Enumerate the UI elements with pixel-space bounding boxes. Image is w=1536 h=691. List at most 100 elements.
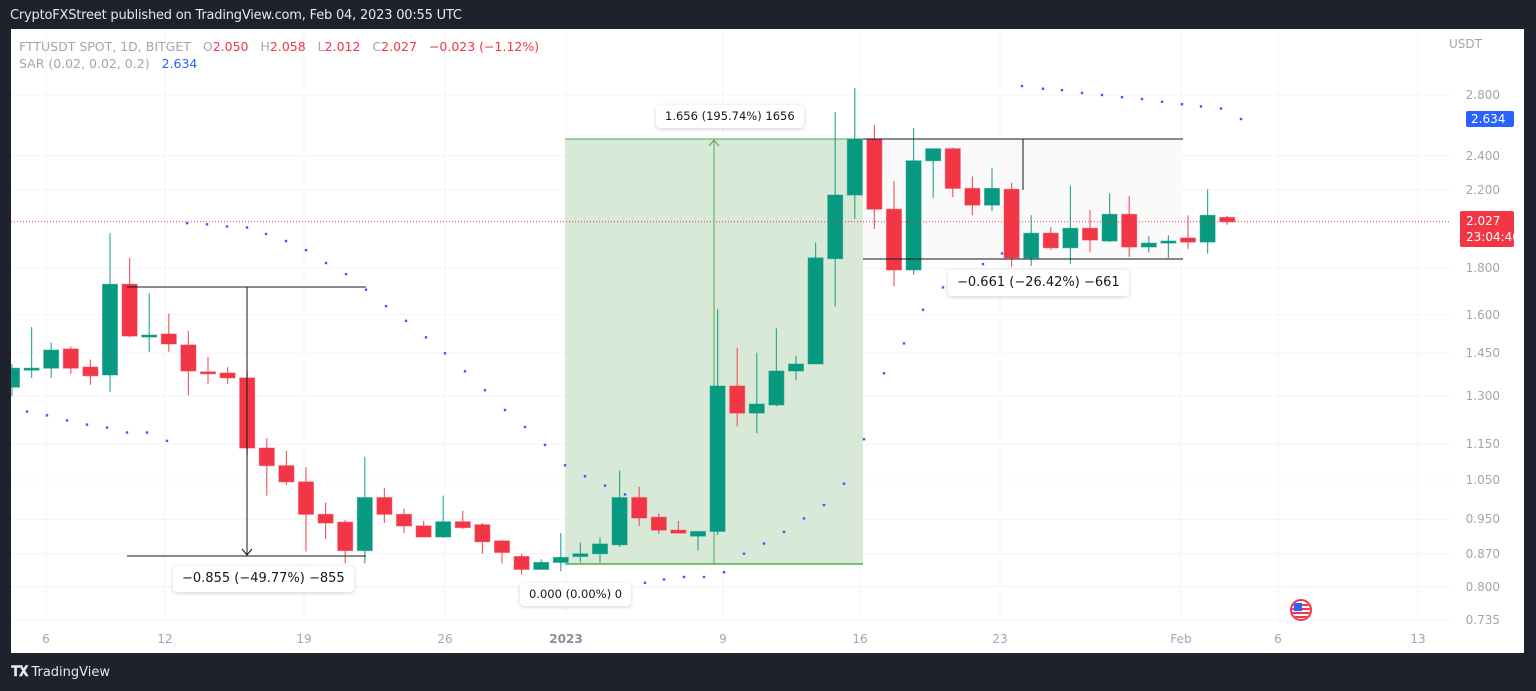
sar-dot [603, 484, 607, 487]
sar-dot [205, 223, 209, 226]
candle-body [1121, 213, 1138, 248]
time-tick-label: 26 [437, 632, 453, 646]
change-value: −0.023 (−1.12%) [428, 39, 540, 54]
candle-body [298, 481, 314, 515]
candle-body [1062, 227, 1079, 249]
sar-dot [822, 503, 826, 507]
sar-dot [1100, 93, 1104, 97]
candle-body [337, 521, 354, 552]
sar-dot [1041, 87, 1045, 90]
candle-body [944, 148, 961, 189]
candle-body [886, 208, 902, 271]
symbol-label[interactable]: FTTUSDT SPOT, 1D, BITGET [19, 39, 191, 54]
sar-dot [941, 286, 945, 289]
candle-body [964, 187, 981, 206]
close-label: C [372, 39, 382, 54]
sar-dot [324, 261, 328, 265]
sar-dot [1060, 88, 1064, 92]
candle-body [650, 516, 667, 531]
sar-dot [1219, 107, 1223, 110]
indicator-label[interactable]: SAR (0.02, 0.02, 0.2) [19, 56, 150, 71]
footer-brand[interactable]: TradingView [31, 664, 111, 680]
sar-dot [1140, 97, 1144, 101]
sar-dot [264, 232, 268, 236]
measure-label-drop-1[interactable]: −0.855 (−49.77%) −855 [173, 566, 354, 592]
sar-dot [682, 575, 686, 579]
sar-dot [662, 578, 666, 581]
sar-dot [225, 225, 229, 228]
candle-body [317, 513, 334, 524]
candlestick-chart[interactable] [11, 29, 1524, 653]
last-price-tag: 2.027 23:04:46 [1460, 211, 1520, 247]
chart-panel[interactable]: FTTUSDT SPOT, 1D, BITGET O2.050 H2.058 L… [11, 29, 1524, 653]
candle-body [160, 333, 177, 345]
candle-body [1199, 214, 1216, 243]
candle-body [827, 194, 844, 260]
sar-price-tag: 2.634 [1466, 111, 1514, 127]
candle-body [631, 497, 648, 519]
published-header: CryptoFXStreet published on TradingView.… [10, 8, 462, 23]
last-price-value: 2.027 [1466, 214, 1501, 228]
candle-body [552, 556, 569, 563]
low-value: 2.012 [324, 39, 361, 54]
price-axis-unit[interactable]: USDT [1449, 37, 1482, 51]
sar-dot [623, 493, 627, 496]
candle-body [1042, 232, 1059, 249]
candle-body [356, 497, 373, 552]
candle-body [1180, 237, 1196, 243]
candle-body [219, 372, 236, 379]
sar-dot [25, 410, 29, 413]
candle-body [180, 344, 197, 372]
chart-legend: FTTUSDT SPOT, 1D, BITGET O2.050 H2.058 L… [19, 38, 539, 72]
candle-body [454, 521, 471, 529]
sar-dot [364, 288, 368, 291]
bar-countdown: 23:04:46 [1466, 230, 1520, 244]
measure-label-flat[interactable]: 0.000 (0.00%) 0 [520, 583, 632, 606]
price-tick-label: 2.800 [1465, 88, 1500, 102]
indicator-row: SAR (0.02, 0.02, 0.2) 2.634 [19, 55, 539, 72]
sar-dot [1199, 105, 1203, 108]
sar-dot [45, 414, 49, 417]
price-tick-label: 0.735 [1465, 612, 1500, 627]
sar-dot [125, 431, 129, 434]
price-tick-label: 2.200 [1465, 182, 1500, 197]
candle-body [729, 385, 746, 414]
price-tick-label: 1.300 [1465, 389, 1500, 404]
close-value: 2.027 [381, 39, 417, 54]
us-flag-event-icon[interactable] [1290, 599, 1312, 621]
candle-body [846, 138, 863, 196]
sar-dot [543, 443, 547, 447]
footer: 𝐓𝐗 TradingView [11, 664, 110, 680]
candle-body [200, 371, 216, 375]
sar-dot [523, 425, 527, 429]
indicator-value: 2.634 [161, 56, 198, 71]
price-tick-label: 1.450 [1465, 346, 1500, 361]
measure-label-drop-2[interactable]: −0.661 (−26.42%) −661 [948, 270, 1129, 296]
tradingview-logo-icon[interactable]: 𝐓𝐗 [11, 664, 28, 680]
measure-label-rise[interactable]: 1.656 (195.74%) 1656 [656, 105, 804, 128]
candle-body [748, 403, 765, 414]
sar-dot [782, 530, 786, 534]
candle-body [82, 366, 99, 377]
candle-body [1023, 232, 1040, 259]
sar-dot [902, 342, 906, 345]
price-tick-label: 1.150 [1465, 437, 1500, 452]
sar-dot [1020, 84, 1024, 88]
sar-dot [722, 571, 726, 574]
sar-dot [1120, 95, 1124, 99]
time-tick-label: 23 [992, 632, 1008, 646]
price-tick-label: 0.870 [1465, 546, 1500, 561]
candle-body [1082, 227, 1098, 241]
candle-body [1160, 240, 1177, 244]
sar-dot [384, 304, 388, 308]
candle-body [1219, 216, 1236, 223]
price-tick-label: 0.950 [1465, 512, 1500, 527]
candle-body [768, 370, 785, 406]
open-label: O [202, 39, 213, 54]
candle-body [376, 497, 393, 515]
high-label: H [260, 39, 270, 54]
candle-body [572, 553, 589, 558]
high-value: 2.058 [269, 39, 306, 54]
time-tick-label: 6 [42, 632, 50, 646]
sar-dot [483, 388, 487, 392]
